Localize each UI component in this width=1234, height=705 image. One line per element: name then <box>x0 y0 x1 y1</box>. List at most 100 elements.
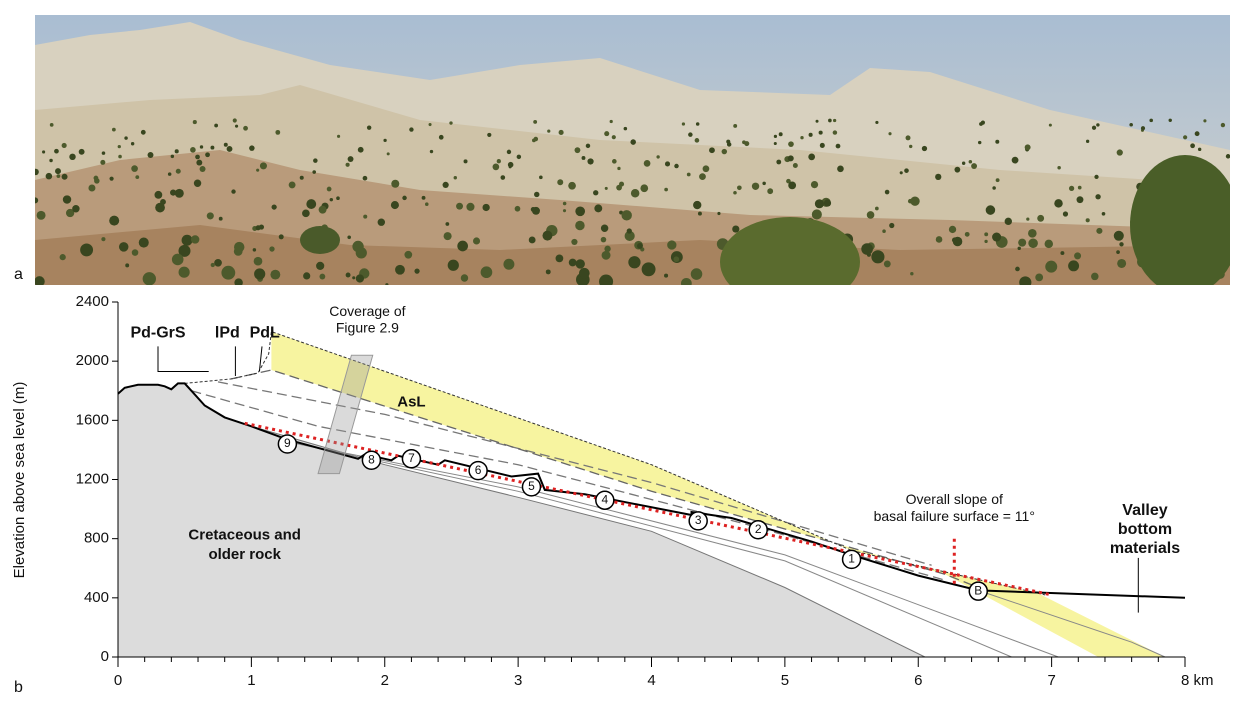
tree <box>576 259 585 268</box>
tree <box>517 155 521 159</box>
tree <box>819 131 823 135</box>
tree <box>582 156 586 160</box>
tree <box>1015 267 1020 272</box>
tree <box>610 120 613 123</box>
bedrock-label: Cretaceous and <box>188 527 301 544</box>
tree <box>62 174 68 180</box>
tree <box>575 147 581 153</box>
tree <box>443 182 449 188</box>
tree <box>234 242 244 252</box>
tree <box>1086 140 1089 143</box>
tree <box>1012 157 1019 164</box>
tree <box>125 263 129 267</box>
tree <box>622 210 632 220</box>
tree <box>952 237 958 243</box>
tree <box>34 276 45 287</box>
marker-label: 7 <box>408 451 415 465</box>
tree <box>42 150 45 153</box>
tree <box>910 196 919 205</box>
tree <box>221 266 235 280</box>
tree <box>182 235 193 246</box>
tree <box>193 120 197 124</box>
tree <box>254 268 265 279</box>
tree <box>617 167 620 170</box>
tree <box>612 135 616 139</box>
tree <box>737 185 742 190</box>
marker-label: 6 <box>475 463 482 477</box>
tree <box>50 123 54 127</box>
panel-label: a <box>14 266 23 283</box>
tree <box>69 154 75 160</box>
tree <box>888 132 891 135</box>
tree <box>175 149 179 153</box>
tree <box>391 180 399 188</box>
tree <box>88 185 95 192</box>
tree <box>363 215 367 219</box>
tree <box>811 181 818 188</box>
tree <box>742 140 746 144</box>
tree <box>699 173 706 180</box>
tree <box>978 141 981 144</box>
tree <box>1114 231 1124 241</box>
tree <box>696 122 700 126</box>
tree <box>444 232 452 240</box>
tree <box>430 150 433 153</box>
tree <box>593 190 598 195</box>
tree <box>1094 175 1098 179</box>
tree <box>102 151 106 155</box>
tree <box>179 267 190 278</box>
tree <box>900 171 903 174</box>
tree <box>155 203 165 213</box>
tree <box>1077 196 1084 203</box>
tree <box>1045 240 1053 248</box>
unit-label: AsL <box>397 394 425 411</box>
x-tick-label: 5 <box>781 672 789 689</box>
tree <box>833 119 836 122</box>
tree <box>726 140 730 144</box>
tree <box>820 143 825 148</box>
tree <box>337 135 340 138</box>
tree <box>587 158 593 164</box>
tree <box>1054 199 1063 208</box>
tree <box>63 195 71 203</box>
tree <box>1096 123 1099 126</box>
tree <box>170 190 176 196</box>
tree <box>234 278 242 286</box>
tree <box>300 226 340 254</box>
tree <box>861 243 873 255</box>
tree <box>327 187 332 192</box>
tree <box>171 155 174 158</box>
tree <box>709 147 715 153</box>
y-tick-label: 2400 <box>76 293 109 310</box>
tree <box>828 119 832 123</box>
tree <box>219 217 223 221</box>
tree <box>1063 211 1068 216</box>
tree <box>656 155 659 158</box>
tree <box>776 160 781 165</box>
x-tick-label: 8 km <box>1181 672 1214 689</box>
tree <box>627 228 632 233</box>
tree <box>176 169 181 174</box>
tree <box>402 196 407 201</box>
tree <box>457 241 468 252</box>
tree <box>253 248 256 251</box>
tree <box>556 254 564 262</box>
tree <box>575 221 584 230</box>
tree <box>752 183 759 190</box>
tree <box>909 145 912 148</box>
tree <box>984 240 987 243</box>
tree <box>118 155 122 159</box>
tree <box>119 242 129 252</box>
tree <box>693 201 701 209</box>
tree <box>243 126 248 131</box>
tree <box>481 266 493 278</box>
tree <box>1035 274 1043 282</box>
tree <box>630 139 636 145</box>
tree <box>733 191 737 195</box>
tree <box>1092 126 1096 130</box>
x-tick-label: 1 <box>247 672 255 689</box>
tree <box>575 206 585 216</box>
tree <box>175 189 184 198</box>
x-tick-label: 4 <box>647 672 655 689</box>
tree <box>358 147 364 153</box>
